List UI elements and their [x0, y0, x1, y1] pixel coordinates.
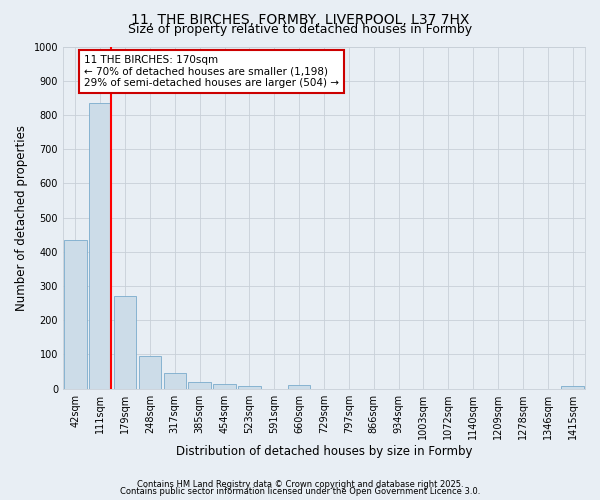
Bar — [164, 373, 186, 388]
Y-axis label: Number of detached properties: Number of detached properties — [15, 124, 28, 310]
Bar — [188, 382, 211, 388]
Bar — [288, 385, 310, 388]
Bar — [214, 384, 236, 388]
Bar — [238, 386, 260, 388]
Text: Contains public sector information licensed under the Open Government Licence 3.: Contains public sector information licen… — [120, 487, 480, 496]
Text: 11, THE BIRCHES, FORMBY, LIVERPOOL, L37 7HX: 11, THE BIRCHES, FORMBY, LIVERPOOL, L37 … — [131, 12, 469, 26]
X-axis label: Distribution of detached houses by size in Formby: Distribution of detached houses by size … — [176, 444, 472, 458]
Bar — [64, 240, 86, 388]
Bar — [562, 386, 584, 388]
Text: 11 THE BIRCHES: 170sqm
← 70% of detached houses are smaller (1,198)
29% of semi-: 11 THE BIRCHES: 170sqm ← 70% of detached… — [84, 55, 339, 88]
Bar — [114, 296, 136, 388]
Bar — [89, 103, 112, 389]
Text: Size of property relative to detached houses in Formby: Size of property relative to detached ho… — [128, 22, 472, 36]
Bar — [139, 356, 161, 388]
Text: Contains HM Land Registry data © Crown copyright and database right 2025.: Contains HM Land Registry data © Crown c… — [137, 480, 463, 489]
